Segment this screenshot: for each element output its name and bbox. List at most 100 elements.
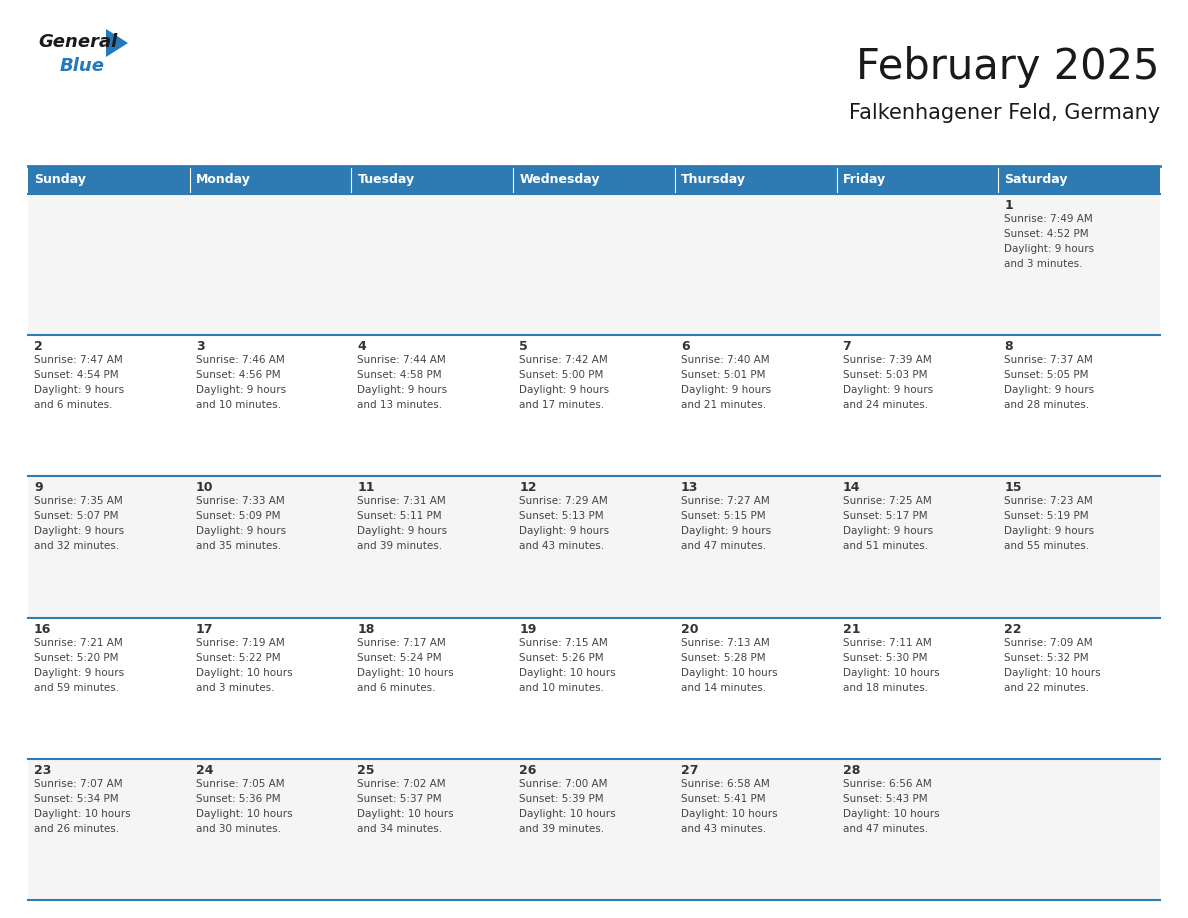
Text: and 47 minutes.: and 47 minutes. [842,823,928,834]
Bar [836,476,998,618]
Text: 21: 21 [842,622,860,635]
Bar [513,759,675,900]
Bar [675,476,836,618]
Text: Sunset: 5:37 PM: Sunset: 5:37 PM [358,794,442,804]
Text: Daylight: 9 hours: Daylight: 9 hours [196,386,286,396]
Text: Daylight: 9 hours: Daylight: 9 hours [519,526,609,536]
Text: Sunrise: 7:35 AM: Sunrise: 7:35 AM [34,497,122,507]
Bar [352,335,513,476]
Text: Monday: Monday [196,174,251,186]
Bar [998,476,1159,618]
Text: Wednesday: Wednesday [519,174,600,186]
Bar [352,759,513,900]
Bar [836,194,998,335]
Bar [836,166,998,194]
Text: Sunrise: 7:19 AM: Sunrise: 7:19 AM [196,638,284,647]
Text: Blue: Blue [61,57,105,75]
Text: Sunrise: 7:23 AM: Sunrise: 7:23 AM [1004,497,1093,507]
Text: and 3 minutes.: and 3 minutes. [196,683,274,692]
Bar [513,194,675,335]
Text: Daylight: 9 hours: Daylight: 9 hours [358,386,448,396]
Text: Sunrise: 7:15 AM: Sunrise: 7:15 AM [519,638,608,647]
Text: Sunset: 5:13 PM: Sunset: 5:13 PM [519,511,604,521]
Text: 6: 6 [681,341,689,353]
Text: and 28 minutes.: and 28 minutes. [1004,400,1089,410]
Text: Sunrise: 7:40 AM: Sunrise: 7:40 AM [681,355,770,365]
Bar [998,759,1159,900]
Text: 13: 13 [681,481,699,495]
Text: Sunrise: 7:09 AM: Sunrise: 7:09 AM [1004,638,1093,647]
Text: 11: 11 [358,481,375,495]
Text: Falkenhagener Feld, Germany: Falkenhagener Feld, Germany [849,103,1159,123]
Text: Daylight: 9 hours: Daylight: 9 hours [196,526,286,536]
Bar [29,335,190,476]
Text: Sunset: 5:36 PM: Sunset: 5:36 PM [196,794,280,804]
Bar [675,335,836,476]
Text: and 6 minutes.: and 6 minutes. [358,683,436,692]
Bar [29,759,190,900]
Text: and 3 minutes.: and 3 minutes. [1004,259,1082,269]
Text: Sunrise: 7:29 AM: Sunrise: 7:29 AM [519,497,608,507]
Bar [998,618,1159,759]
Text: Daylight: 9 hours: Daylight: 9 hours [358,526,448,536]
Text: Sunrise: 7:42 AM: Sunrise: 7:42 AM [519,355,608,365]
Text: Sunrise: 7:39 AM: Sunrise: 7:39 AM [842,355,931,365]
Text: Sunrise: 7:02 AM: Sunrise: 7:02 AM [358,778,446,789]
Text: February 2025: February 2025 [857,46,1159,88]
Bar [836,759,998,900]
Text: 9: 9 [34,481,43,495]
Text: 3: 3 [196,341,204,353]
Text: Daylight: 9 hours: Daylight: 9 hours [34,526,124,536]
Text: and 30 minutes.: and 30 minutes. [196,823,280,834]
Text: Sunrise: 6:56 AM: Sunrise: 6:56 AM [842,778,931,789]
Text: 10: 10 [196,481,213,495]
Text: Sunset: 4:58 PM: Sunset: 4:58 PM [358,370,442,380]
Text: Daylight: 10 hours: Daylight: 10 hours [358,809,454,819]
Text: Sunset: 5:43 PM: Sunset: 5:43 PM [842,794,927,804]
Text: Sunset: 5:24 PM: Sunset: 5:24 PM [358,653,442,663]
Text: 14: 14 [842,481,860,495]
Text: 25: 25 [358,764,375,777]
Text: Sunset: 5:26 PM: Sunset: 5:26 PM [519,653,604,663]
Text: and 51 minutes.: and 51 minutes. [842,542,928,552]
Text: Daylight: 9 hours: Daylight: 9 hours [842,386,933,396]
Text: 18: 18 [358,622,374,635]
Text: and 21 minutes.: and 21 minutes. [681,400,766,410]
Text: Sunrise: 6:58 AM: Sunrise: 6:58 AM [681,778,770,789]
Text: Daylight: 9 hours: Daylight: 9 hours [1004,386,1094,396]
Text: Daylight: 9 hours: Daylight: 9 hours [34,386,124,396]
Bar [675,618,836,759]
Bar [190,618,352,759]
Text: Daylight: 9 hours: Daylight: 9 hours [519,386,609,396]
Text: and 47 minutes.: and 47 minutes. [681,542,766,552]
Text: Sunrise: 7:46 AM: Sunrise: 7:46 AM [196,355,284,365]
Text: Sunset: 5:09 PM: Sunset: 5:09 PM [196,511,280,521]
Text: and 43 minutes.: and 43 minutes. [519,542,605,552]
Bar [675,759,836,900]
Bar [513,618,675,759]
Bar [513,476,675,618]
Bar [190,335,352,476]
Text: and 18 minutes.: and 18 minutes. [842,683,928,692]
Bar [190,166,352,194]
Bar [190,759,352,900]
Text: 26: 26 [519,764,537,777]
Text: Sunset: 4:56 PM: Sunset: 4:56 PM [196,370,280,380]
Text: Sunset: 5:00 PM: Sunset: 5:00 PM [519,370,604,380]
Text: and 55 minutes.: and 55 minutes. [1004,542,1089,552]
Text: Sunset: 5:19 PM: Sunset: 5:19 PM [1004,511,1089,521]
Polygon shape [106,29,128,57]
Text: Daylight: 10 hours: Daylight: 10 hours [842,809,940,819]
Text: Sunset: 5:41 PM: Sunset: 5:41 PM [681,794,765,804]
Text: and 6 minutes.: and 6 minutes. [34,400,113,410]
Text: Sunrise: 7:21 AM: Sunrise: 7:21 AM [34,638,122,647]
Text: Sunrise: 7:07 AM: Sunrise: 7:07 AM [34,778,122,789]
Text: Sunset: 5:32 PM: Sunset: 5:32 PM [1004,653,1089,663]
Text: Sunrise: 7:47 AM: Sunrise: 7:47 AM [34,355,122,365]
Text: Daylight: 10 hours: Daylight: 10 hours [519,667,615,677]
Text: Daylight: 10 hours: Daylight: 10 hours [34,809,131,819]
Text: Sunset: 5:17 PM: Sunset: 5:17 PM [842,511,927,521]
Text: Sunrise: 7:05 AM: Sunrise: 7:05 AM [196,778,284,789]
Text: Sunrise: 7:25 AM: Sunrise: 7:25 AM [842,497,931,507]
Text: 5: 5 [519,341,527,353]
